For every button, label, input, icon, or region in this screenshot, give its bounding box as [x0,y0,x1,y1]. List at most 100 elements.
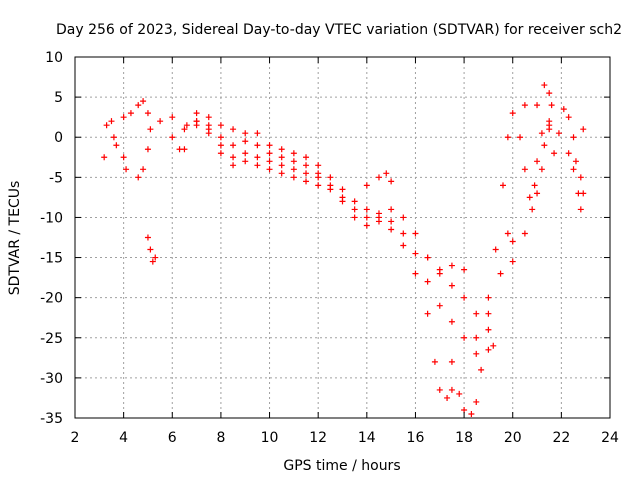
data-point [278,170,285,177]
data-point [266,142,273,149]
data-point [534,190,541,197]
data-point [108,118,115,125]
data-point [230,142,237,149]
data-point [572,158,579,165]
data-point [339,186,346,193]
data-point [303,154,310,161]
plot-frame [74,56,611,419]
data-point [351,206,358,213]
data-point [140,166,147,173]
series-track-f [169,114,497,349]
x-tick-label: 16 [407,430,425,446]
data-point [242,138,249,145]
data-point [490,342,497,349]
data-point [448,386,455,393]
data-point [577,174,584,181]
data-point [400,214,407,221]
data-point [580,126,587,133]
data-point [509,258,516,265]
data-point [436,386,443,393]
data-point [303,170,310,177]
x-tick-label: 22 [552,430,570,446]
data-point [193,110,200,117]
data-point [497,270,504,277]
data-point [127,110,134,117]
x-tick-label: 4 [119,430,128,446]
data-point [351,198,358,205]
x-tick-label: 8 [216,430,225,446]
grid [75,57,610,418]
data-point [517,134,524,141]
data-point [461,406,468,413]
data-point [181,126,188,133]
data-point [509,238,516,245]
y-axis-label: SDTVAR / TECUs [7,181,23,296]
data-point [266,158,273,165]
data-point [551,150,558,157]
data-point [555,130,562,137]
data-point [500,182,506,189]
series-track-c [120,154,130,173]
data-point [448,318,455,325]
data-point [278,146,285,153]
data-point [577,206,584,213]
data-point [140,98,147,105]
data-point [303,178,310,185]
data-point [266,166,273,173]
data-point [485,310,492,317]
data-point [436,266,443,273]
y-tick-label: -10 [40,210,63,226]
data-point [473,398,480,405]
data-point [315,182,322,189]
x-tick-label: 24 [601,430,619,446]
data-point [351,214,358,221]
y-tick-label: -30 [40,371,63,387]
data-point [254,154,261,161]
data-point [217,122,224,129]
data-point [456,390,463,397]
x-tick-label: 18 [455,430,473,446]
data-point [254,142,261,149]
x-tick-label: 20 [504,430,522,446]
data-point [400,230,407,237]
axis-ticks: 2 4 6 8 10 12 14 16 18 20 22 241050-5-10-15-20-25-3… [40,50,619,446]
data-point [363,214,370,221]
data-point [254,130,261,137]
series-track-e [157,110,492,357]
data-point [570,134,577,141]
data-point [205,130,212,137]
data-point [473,350,480,357]
data-point [254,162,261,169]
data-point [400,242,407,249]
data-point [327,186,334,193]
data-point [580,190,587,197]
y-tick-label: -20 [40,291,63,307]
data-point [123,166,130,173]
y-tick-label: -25 [40,331,63,347]
data-point [478,366,485,373]
data-point [135,102,142,109]
data-point [278,154,285,161]
data-point [424,278,431,285]
data-point [412,270,419,277]
data-point [375,174,382,181]
data-point [363,182,370,189]
data-point [375,218,382,225]
data-point [363,222,370,229]
data-point [144,234,151,241]
data-point [444,394,451,401]
data-point [120,154,127,161]
data-point [101,154,108,161]
series-track-b [120,98,154,181]
y-tick-label: -15 [40,251,63,267]
data-point [565,114,572,121]
data-point [135,174,142,181]
data-point [230,126,237,133]
data-point [290,174,297,181]
data-point [424,254,431,261]
data-point [327,174,334,181]
data-point [339,198,346,205]
data-point [526,194,533,201]
data-point [181,146,188,153]
